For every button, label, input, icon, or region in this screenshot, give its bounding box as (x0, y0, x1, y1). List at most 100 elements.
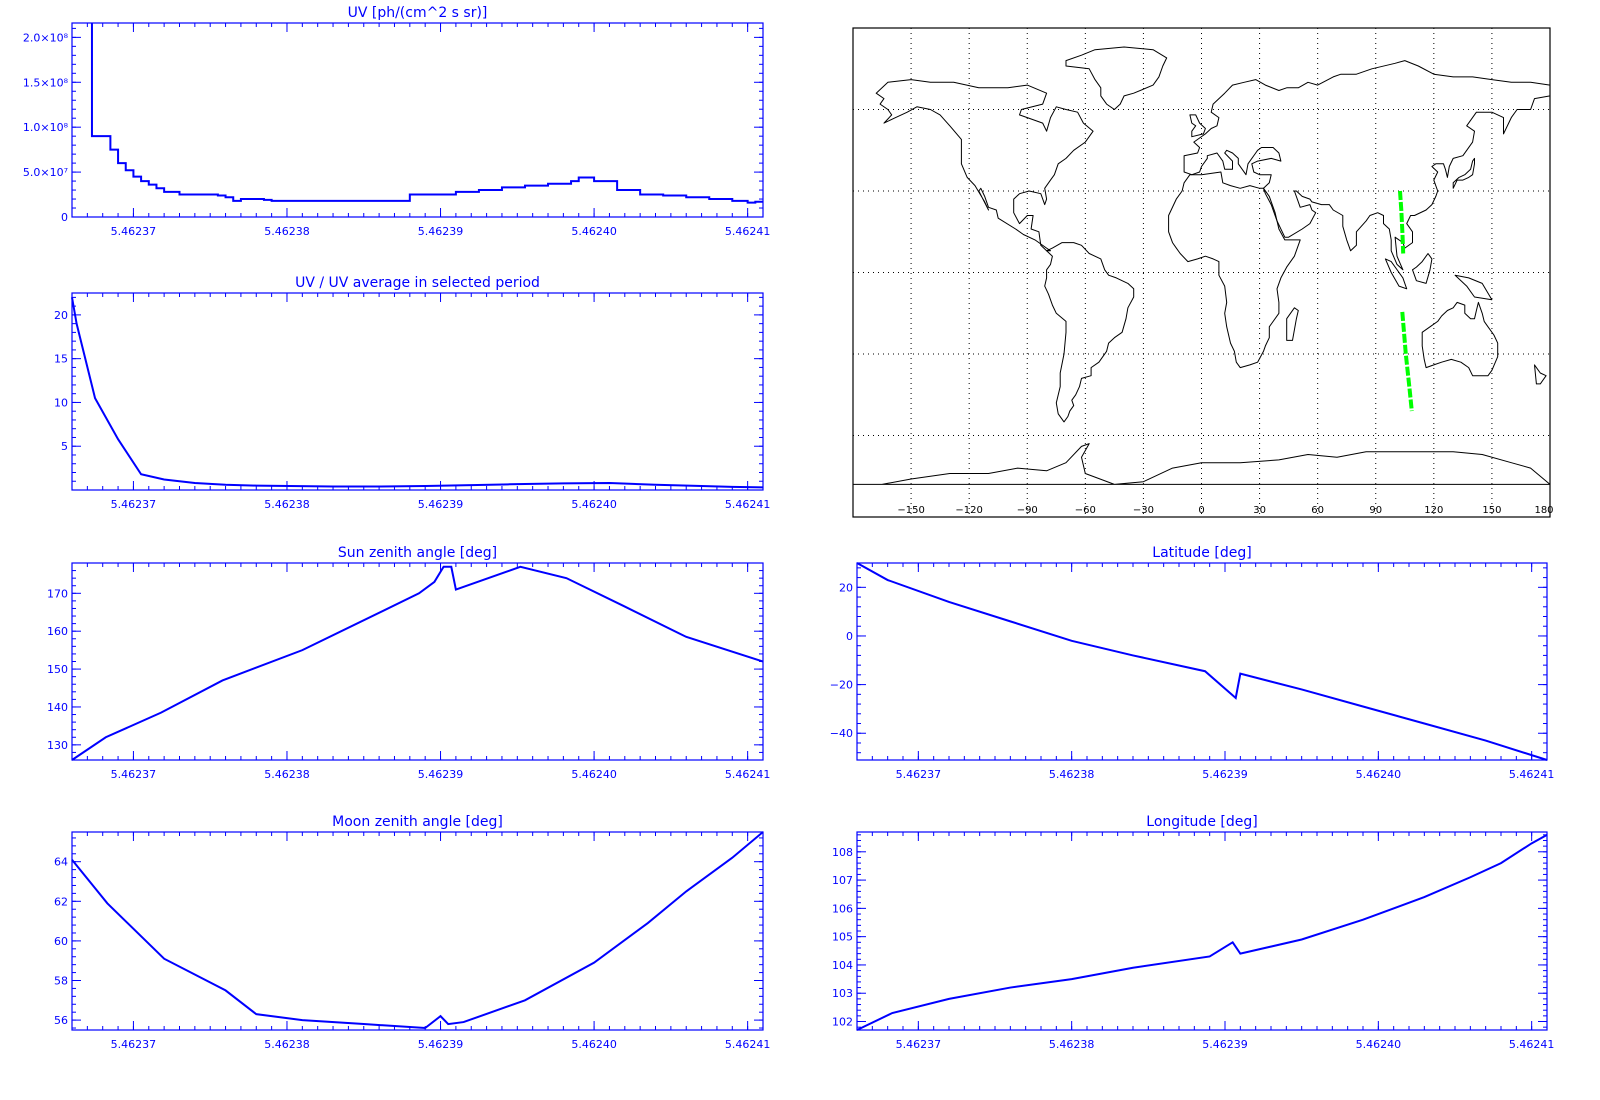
coastline-madagascar (1286, 307, 1299, 341)
plot-frame (856, 831, 1548, 1031)
map-x-tick-label: 90 (1369, 505, 1382, 516)
y-tick-label: 106 (832, 902, 853, 915)
plot-frame (856, 562, 1548, 761)
x-tick-label: 5.46240 (571, 498, 617, 511)
y-tick-label: 5.0×10⁷ (23, 166, 68, 179)
map-x-tick-label: −90 (1017, 505, 1038, 516)
map-x-tick-label: 120 (1424, 505, 1443, 516)
y-tick-label: −20 (830, 679, 853, 692)
coastline-sumatra (1384, 258, 1408, 290)
y-tick-label: 15 (54, 353, 68, 366)
y-tick-label: 64 (54, 856, 68, 869)
coastline-antarctica (852, 443, 1551, 485)
plot-frame (71, 292, 764, 491)
x-tick-label: 5.46241 (1509, 768, 1555, 781)
chart-sun: Sun zenith angle [deg] 5.46237 5.46238 5.46… (47, 545, 770, 781)
x-tick-label: 5.46241 (725, 1038, 771, 1051)
x-tick-label: 5.46237 (111, 768, 157, 781)
series-line-lat (856, 562, 1548, 761)
x-tick-label: 5.46240 (1356, 768, 1402, 781)
x-tick-label: 5.46239 (1202, 768, 1248, 781)
y-tick-label: 108 (832, 846, 853, 859)
y-tick-label: 130 (47, 739, 68, 752)
x-tick-label: 5.46239 (418, 498, 464, 511)
x-tick-label: 5.46238 (264, 768, 310, 781)
chart-uv_ratio: UV / UV average in selected period 5.4623… (54, 275, 770, 511)
y-tick-label: 170 (47, 587, 68, 600)
x-tick-label: 5.46240 (571, 225, 617, 238)
x-tick-label: 5.46237 (896, 1038, 942, 1051)
y-tick-label: 62 (54, 895, 68, 908)
chart-moon: Moon zenith angle [deg] 5.46237 5.46238 5.4… (54, 814, 770, 1051)
y-tick-label: 2.0×10⁸ (23, 31, 69, 44)
x-tick-label: 5.46241 (725, 225, 771, 238)
coastline-great-britain (1189, 114, 1206, 138)
y-tick-label: 5 (61, 440, 68, 453)
y-tick-label: 56 (54, 1014, 68, 1027)
map-x-tick-label: 150 (1482, 505, 1501, 516)
series-line-moon (71, 831, 764, 1030)
world-map: −150 −120 −90 −60 −30 0 30 60 90 120 150 180 (852, 27, 1554, 518)
x-tick-label: 5.46240 (1356, 1038, 1402, 1051)
coastline-japan (1452, 157, 1475, 189)
ground-track (1400, 311, 1414, 412)
plot-frame (71, 831, 764, 1031)
plot-frame (71, 562, 764, 761)
series-line-sun (71, 565, 764, 761)
x-tick-label: 5.46239 (418, 768, 464, 781)
y-tick-label: 140 (47, 701, 68, 714)
y-tick-label: 150 (47, 663, 68, 676)
y-tick-label: 0 (846, 630, 853, 643)
coastline-north-america (875, 79, 1094, 252)
y-tick-label: 10 (54, 396, 68, 409)
x-tick-label: 5.46238 (264, 225, 310, 238)
y-tick-label: 1.5×10⁸ (23, 76, 69, 89)
y-tick-label: 102 (832, 1016, 853, 1029)
y-tick-label: 20 (839, 581, 853, 594)
y-tick-label: 107 (832, 874, 853, 887)
x-tick-label: 5.46238 (1049, 768, 1095, 781)
x-tick-label: 5.46237 (896, 768, 942, 781)
y-tick-label: 104 (832, 959, 853, 972)
coastline-south-america (1044, 242, 1135, 423)
map-x-tick-label: 60 (1311, 505, 1324, 516)
coastline-greenland (1065, 46, 1168, 110)
y-tick-label: −40 (830, 727, 853, 740)
y-tick-label: 1.0×10⁸ (23, 121, 69, 134)
y-tick-label: 58 (54, 975, 68, 988)
chart-lon: Longitude [deg] 5.46237 5.46238 5.46239 5.46… (832, 814, 1554, 1051)
chart-title: Longitude [deg] (1146, 814, 1257, 830)
coastline-new-guinea (1454, 274, 1493, 301)
chart-title: Moon zenith angle [deg] (332, 814, 503, 830)
chart-title: Sun zenith angle [deg] (338, 545, 497, 561)
x-tick-label: 5.46238 (264, 498, 310, 511)
map-x-tick-label: −120 (955, 505, 982, 516)
y-tick-label: 60 (54, 935, 68, 948)
x-tick-label: 5.46239 (418, 225, 464, 238)
x-tick-label: 5.46239 (1202, 1038, 1248, 1051)
coastline-new-zealand (1534, 364, 1547, 385)
chart-title: UV / UV average in selected period (295, 275, 540, 291)
x-tick-label: 5.46237 (111, 498, 157, 511)
x-tick-label: 5.46241 (1509, 1038, 1555, 1051)
series-line-uv_ratio (71, 297, 764, 489)
map-x-tick-label: 180 (1534, 505, 1553, 516)
chart-lat: Latitude [deg] 5.46237 5.46238 5.46239 5.462… (830, 545, 1555, 781)
series-line-lon (856, 833, 1548, 1031)
x-tick-label: 5.46237 (111, 225, 157, 238)
x-tick-label: 5.46241 (725, 768, 771, 781)
x-tick-label: 5.46238 (264, 1038, 310, 1051)
x-tick-label: 5.46239 (418, 1038, 464, 1051)
plot-frame (71, 22, 764, 218)
coastline-borneo (1412, 253, 1433, 284)
x-tick-label: 5.46237 (111, 1038, 157, 1051)
x-tick-label: 5.46241 (725, 498, 771, 511)
coastline-africa (1168, 171, 1301, 369)
x-tick-label: 5.46240 (571, 1038, 617, 1051)
chart-title: UV [ph/(cm^2 s sr)] (348, 5, 488, 21)
map-x-tick-label: 0 (1198, 505, 1204, 516)
y-tick-label: 20 (54, 309, 68, 322)
map-x-tick-label: −30 (1133, 505, 1154, 516)
map-x-tick-label: −60 (1075, 505, 1096, 516)
